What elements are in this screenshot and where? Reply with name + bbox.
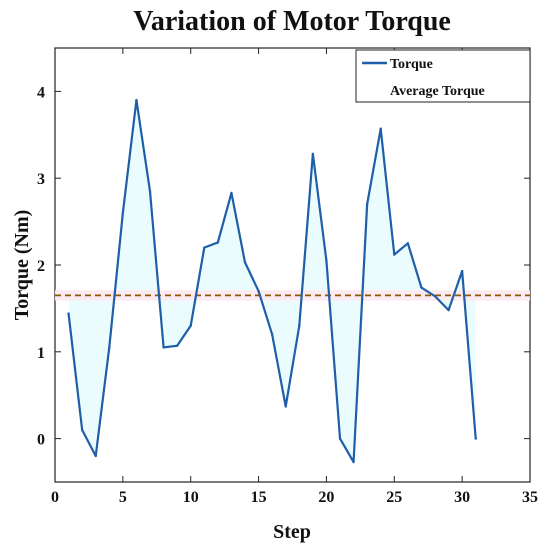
torque-data-point: [80, 428, 84, 432]
torque-data-point: [108, 346, 111, 349]
y-tick-label: 0: [37, 432, 45, 449]
torque-data-point: [460, 269, 464, 273]
torque-data-point: [203, 246, 206, 249]
x-axis-label: Step: [273, 521, 311, 543]
torque-data-point: [135, 98, 138, 102]
torque-data-point: [243, 261, 247, 264]
x-tick-label: 35: [522, 489, 538, 506]
torque-data-point: [162, 346, 165, 349]
torque-data-point: [474, 437, 477, 440]
y-axis-ticks: 0 1 2 3 4: [37, 84, 530, 449]
x-tick-label: 15: [251, 489, 267, 506]
x-tick-label: 0: [51, 489, 59, 506]
torque-data-point: [270, 333, 274, 336]
torque-data-point: [365, 203, 369, 206]
legend-box: [355, 49, 531, 103]
torque-data-point: [393, 253, 396, 256]
x-tick-label: 30: [454, 489, 470, 506]
x-tick-label: 5: [119, 489, 127, 506]
torque-data-point: [67, 312, 70, 315]
x-axis-ticks: 0 5 10 15 20 25 30 35: [51, 48, 538, 506]
torque-data-point: [447, 308, 450, 312]
legend-label-average-torque: Average Torque: [390, 84, 485, 99]
y-axis-label: Torque (Nm): [11, 210, 33, 321]
legend-label-torque: Torque: [390, 57, 433, 72]
y-tick-label: 3: [37, 171, 45, 188]
torque-data-point: [148, 190, 152, 193]
torque-fill-area: [68, 100, 476, 463]
torque-data-point: [420, 286, 423, 289]
y-tick-label: 1: [37, 345, 45, 362]
torque-data-point: [325, 259, 328, 262]
torque-data-point: [298, 324, 301, 327]
x-tick-label: 20: [318, 489, 334, 506]
torque-data-point: [311, 152, 315, 156]
torque-data-point: [406, 242, 410, 245]
average-highlight-band: [55, 290, 530, 301]
chart-title: Variation of Motor Torque: [133, 6, 451, 37]
torque-data-point: [121, 211, 125, 215]
torque-data-point: [175, 344, 179, 347]
torque-data-point: [433, 295, 437, 298]
torque-data-point: [338, 437, 342, 440]
torque-data-point: [94, 454, 97, 458]
y-tick-label: 2: [37, 258, 45, 275]
x-tick-label: 25: [386, 489, 402, 506]
torque-data-point: [352, 460, 355, 464]
torque-data-point: [379, 127, 382, 130]
torque-data-point: [284, 405, 287, 408]
y-tick-label: 4: [37, 84, 45, 101]
torque-data-point: [189, 324, 192, 327]
x-tick-label: 10: [183, 489, 199, 506]
torque-data-point: [230, 191, 233, 195]
legend: Torque Average Torque: [355, 49, 531, 103]
series-layer: [55, 98, 530, 464]
average-band-layer: [55, 100, 530, 463]
torque-data-point: [216, 241, 220, 244]
torque-data-point: [257, 289, 260, 293]
